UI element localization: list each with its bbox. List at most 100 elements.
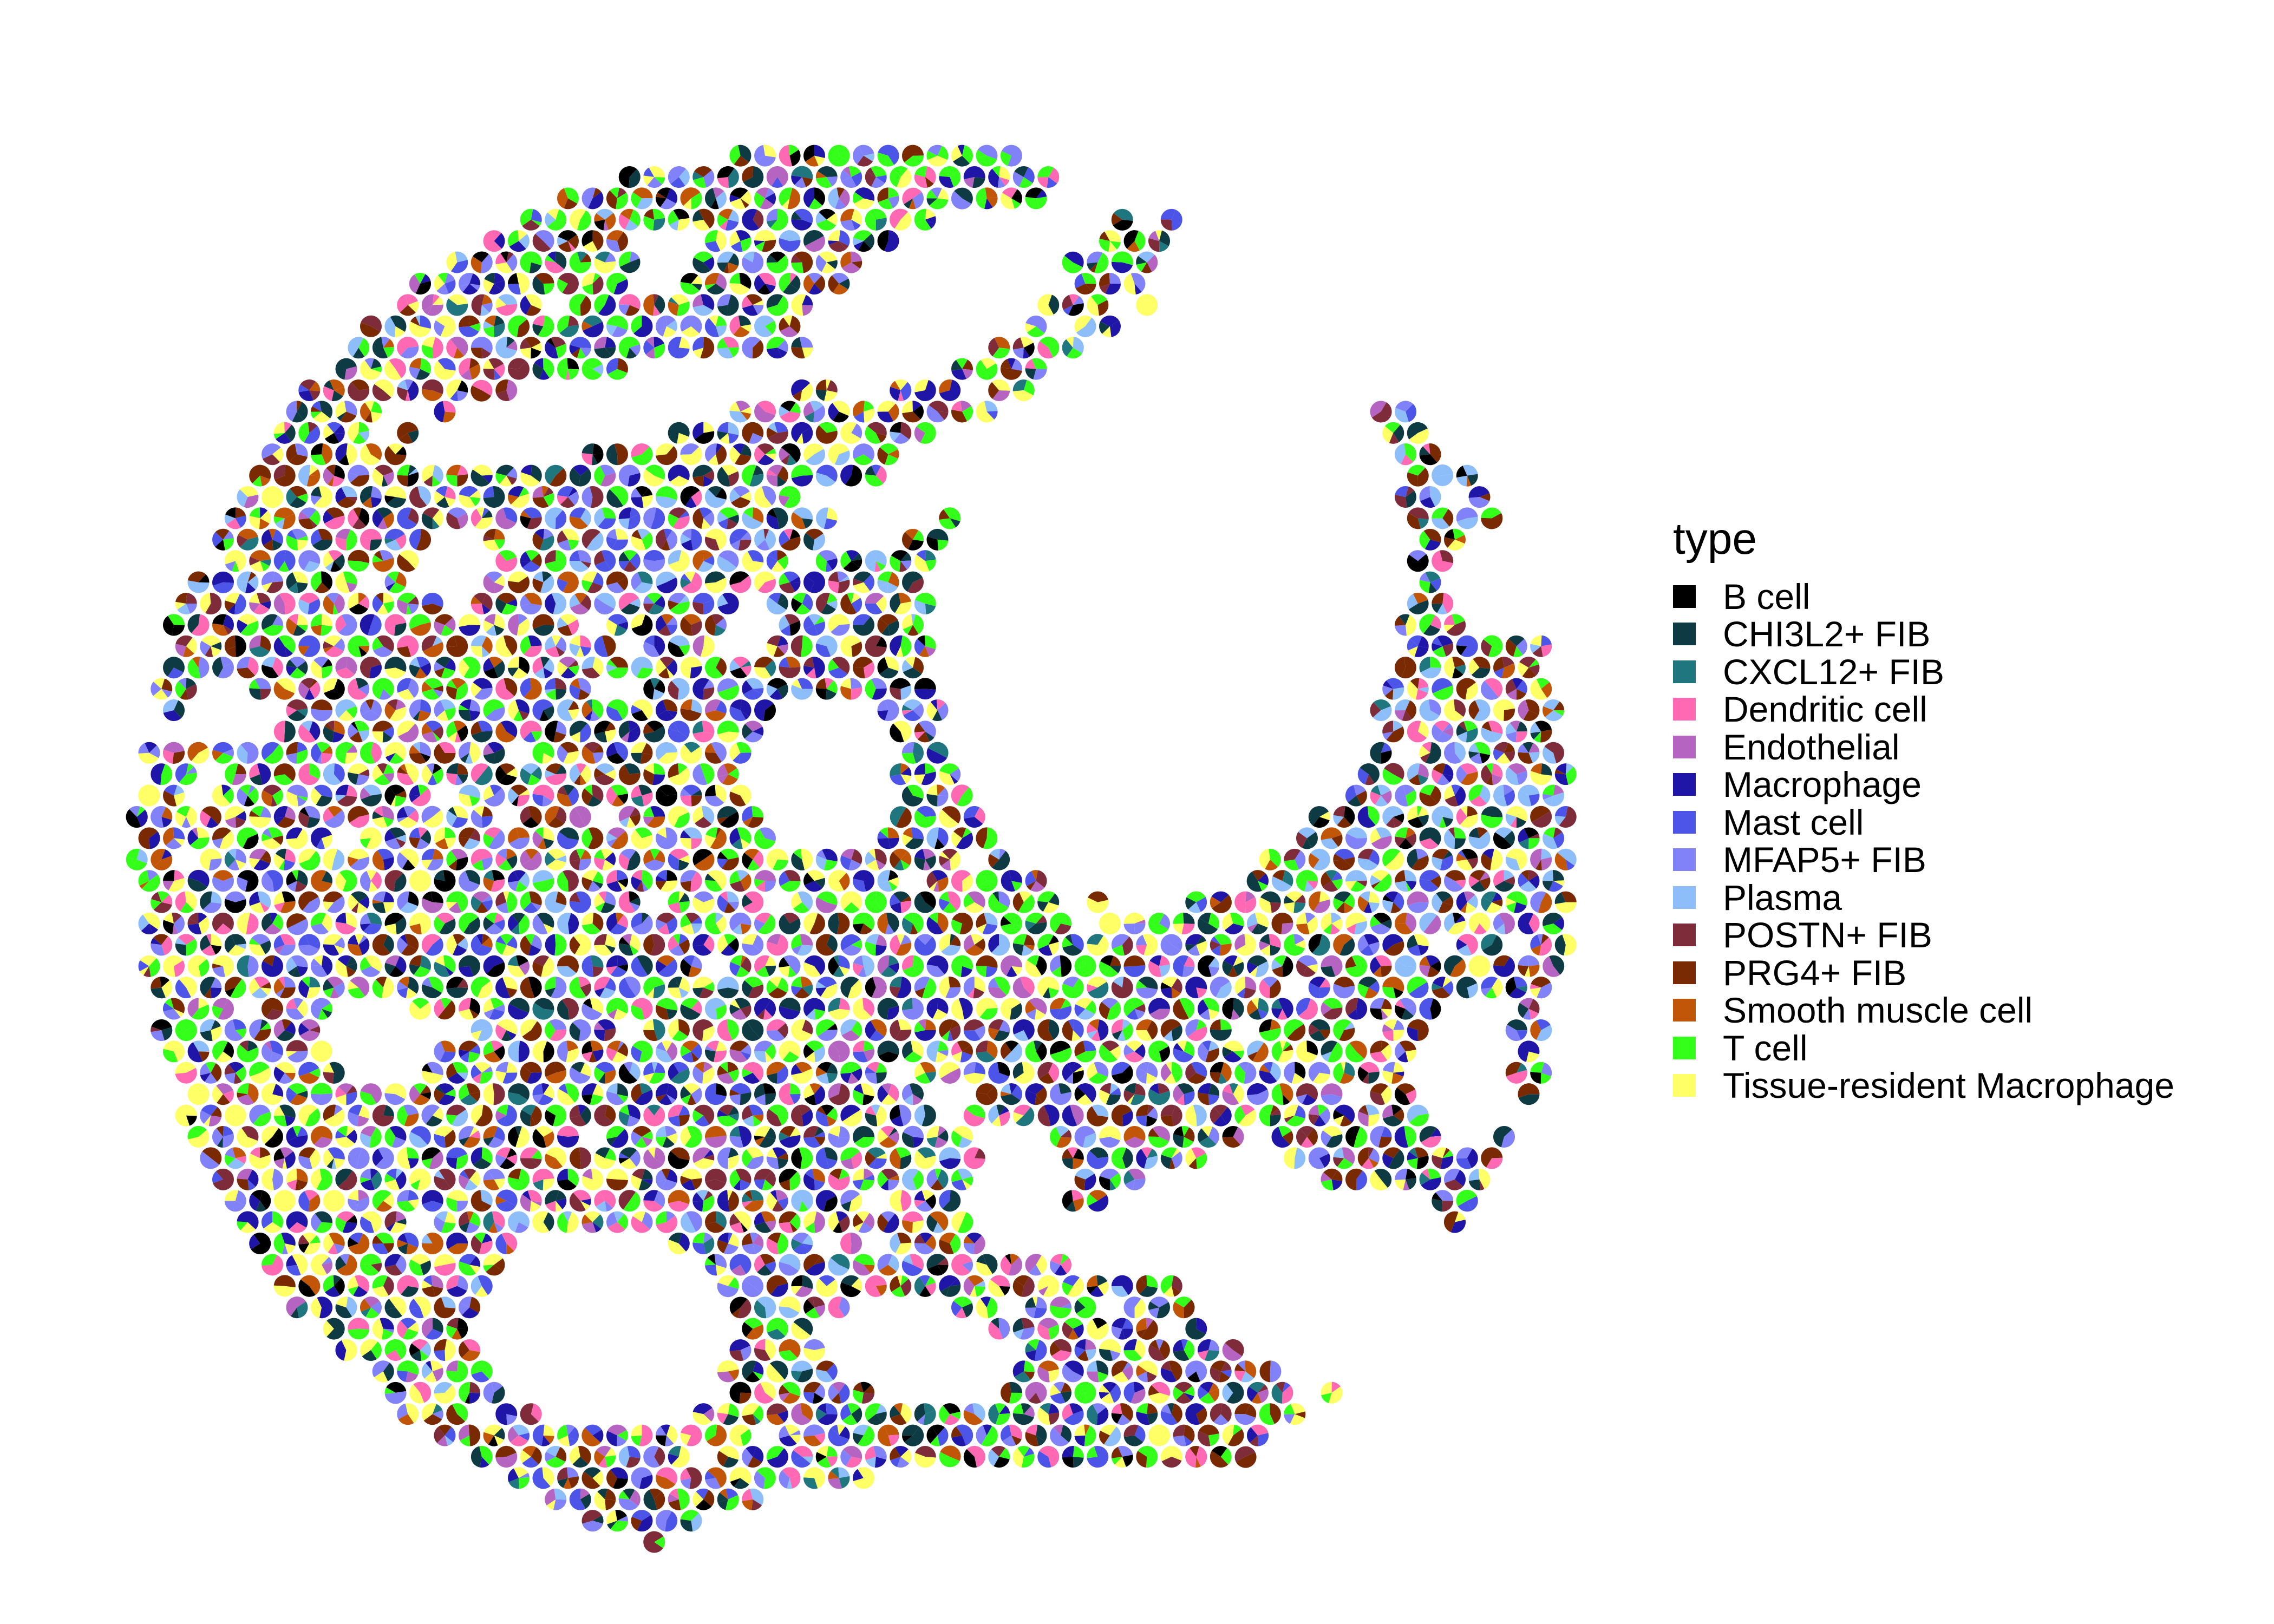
pie-spot: [890, 635, 912, 657]
pie-slice: [791, 166, 813, 179]
pie-slice: [767, 508, 777, 519]
pie-slice: [556, 646, 565, 657]
pie-spot: [483, 657, 505, 679]
pie-slice: [1048, 294, 1060, 315]
pie-spot: [1062, 251, 1084, 273]
pie-slice: [483, 658, 494, 672]
pie-slice: [657, 187, 671, 199]
pie-slice: [619, 337, 640, 348]
pie-slice: [293, 625, 306, 636]
pie-slice: [545, 934, 556, 956]
pie-spot: [1062, 294, 1084, 316]
pie-slice: [791, 422, 812, 442]
pie-slice: [543, 358, 554, 369]
pie-slice: [235, 507, 246, 519]
pie-slice: [809, 198, 822, 209]
pie-slice: [172, 751, 185, 764]
pie-slice: [260, 817, 271, 828]
pie-slice: [902, 614, 913, 630]
pie-slice: [833, 411, 849, 423]
pie-slice: [441, 667, 455, 679]
pie-spot: [532, 315, 554, 337]
pie-slice: [705, 578, 727, 593]
pie-slice: [473, 251, 489, 263]
pie-spot: [532, 358, 554, 380]
pie-slice: [865, 466, 876, 476]
pie-spot: [803, 870, 825, 892]
pie-slice: [353, 433, 366, 444]
pie-spot: [828, 571, 850, 593]
pie-slice: [576, 646, 584, 657]
pie-slice: [223, 614, 234, 631]
pie-slice: [939, 176, 954, 188]
pie-slice: [384, 614, 407, 632]
pie-spot: [754, 571, 776, 593]
pie-slice: [469, 490, 480, 498]
pie-slice: [1395, 913, 1407, 924]
pie-slice: [729, 454, 741, 464]
pie-slice: [740, 532, 752, 540]
pie-slice: [914, 689, 936, 700]
pie-slice: [730, 528, 748, 540]
pie-slice: [580, 635, 591, 648]
pie-spot: [852, 443, 874, 466]
pie-slice: [617, 232, 628, 252]
pie-slice: [380, 550, 394, 561]
pie-spot: [360, 358, 382, 380]
pie-spot: [791, 592, 813, 614]
pie-slice: [731, 497, 751, 508]
pie-spot: [1542, 912, 1564, 935]
pie-spot: [1432, 721, 1454, 743]
pie-slice: [779, 573, 790, 585]
pie-spot: [1530, 806, 1552, 828]
pie-slice: [618, 518, 630, 529]
pie-slice: [747, 550, 764, 563]
pie-slice: [740, 407, 752, 414]
pie-slice: [311, 454, 322, 463]
pie-slice: [680, 273, 698, 284]
pie-spot: [1394, 486, 1416, 508]
pie-slice: [534, 667, 545, 679]
pie-slice: [759, 272, 776, 286]
pie-slice: [173, 827, 185, 840]
pie-slice: [323, 641, 334, 649]
pie-slice: [777, 475, 786, 487]
pie-spot: [384, 486, 407, 508]
pie-slice: [605, 252, 616, 263]
pie-spot: [532, 272, 554, 294]
pie-slice: [755, 155, 765, 167]
pie-spot: [618, 251, 641, 273]
pie-slice: [643, 340, 655, 355]
pie-slice: [1025, 187, 1043, 199]
pie-spot: [594, 721, 616, 743]
pie-spot: [200, 848, 222, 870]
pie-slice: [365, 443, 382, 460]
pie-spot: [840, 635, 862, 657]
pie-slice: [757, 539, 770, 551]
pie-slice: [902, 145, 924, 162]
pie-slice: [618, 214, 630, 230]
pie-slice: [670, 177, 685, 188]
pie-slice: [734, 155, 749, 167]
pie-slice: [678, 337, 690, 349]
pie-slice: [1419, 572, 1430, 582]
pie-slice: [680, 881, 691, 892]
pie-slice: [606, 358, 618, 375]
pie-slice: [581, 913, 594, 926]
pie-spot: [569, 550, 591, 572]
pie-slice: [541, 486, 549, 497]
pie-slice: [791, 464, 813, 479]
pie-spot: [754, 528, 776, 551]
pie-slice: [617, 577, 629, 591]
pie-slice: [408, 468, 419, 476]
pie-spot: [1493, 870, 1515, 892]
pie-slice: [1408, 507, 1429, 520]
pie-spot: [890, 891, 912, 913]
pie-slice: [890, 687, 901, 700]
pie-spot: [1481, 891, 1503, 913]
pie-spot: [877, 571, 899, 593]
pie-spot: [434, 870, 456, 892]
pie-slice: [577, 251, 587, 263]
pie-spot: [766, 464, 788, 487]
pie-slice: [865, 212, 876, 231]
